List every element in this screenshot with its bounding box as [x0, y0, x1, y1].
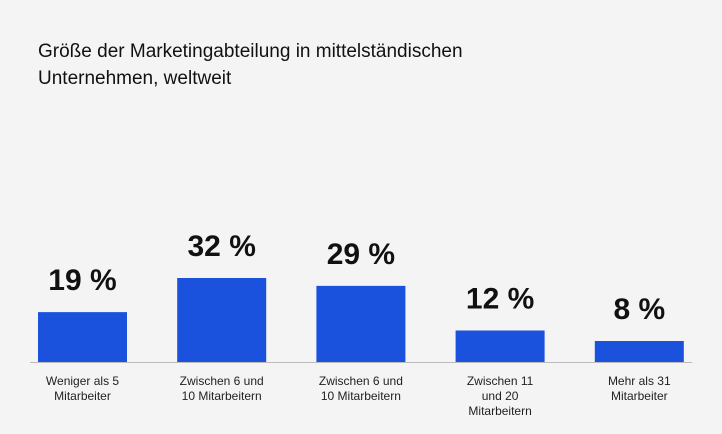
chart-title: Größe der Marketingabteilung in mittelst… [38, 41, 463, 89]
bar [316, 285, 406, 362]
value-label: 12 % [466, 283, 534, 316]
value-label: 8 % [613, 293, 665, 326]
x-tick-label: Weniger als 5 Mitarbeiter [45, 374, 120, 403]
x-tick-label: Zwischen 6 und 10 Mitarbeitern [318, 374, 403, 403]
value-label: 32 % [188, 230, 256, 263]
x-tick-label: Zwischen 6 und 10 Mitarbeitern [179, 374, 264, 403]
bar [594, 341, 684, 362]
bar [38, 312, 127, 362]
x-tick-label: Mehr als 31 Mitarbeiter [607, 374, 671, 403]
bar [177, 278, 267, 362]
value-label: 29 % [327, 238, 395, 271]
x-tick-label: Zwischen 11 und 20 Mitarbeitern [466, 374, 534, 418]
value-label: 19 % [48, 264, 116, 297]
bar [455, 330, 545, 362]
